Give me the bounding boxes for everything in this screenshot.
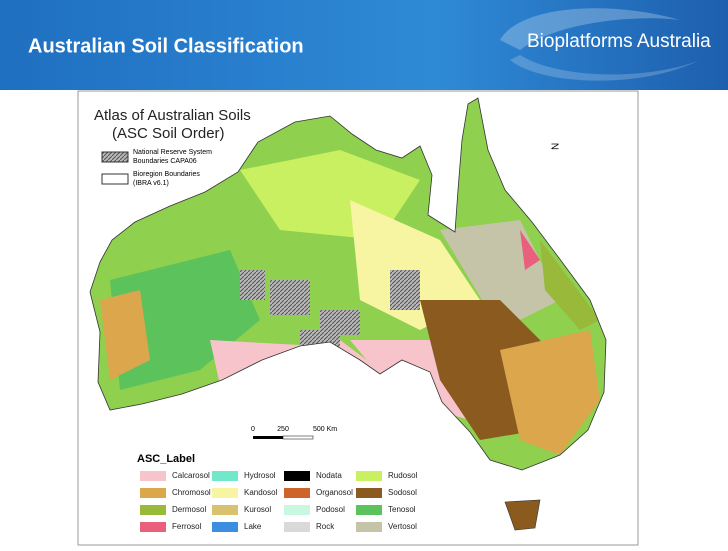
legend-label: Tenosol — [388, 505, 416, 514]
legend-swatch — [140, 505, 166, 515]
legend-swatch — [140, 522, 166, 532]
logo-text: Bioplatforms Australia — [527, 31, 711, 52]
overlay-legend-text: Boundaries CAPA06 — [133, 158, 197, 165]
map-title: Atlas of Australian Soils — [94, 107, 251, 124]
legend-swatch — [356, 505, 382, 515]
legend-label: Podosol — [316, 505, 345, 514]
legend-swatch — [212, 522, 238, 532]
legend-swatch — [356, 522, 382, 532]
legend-label: Kandosol — [244, 488, 278, 497]
legend-title: ASC_Label — [137, 453, 195, 465]
north-arrow: N — [551, 143, 562, 150]
scale-bar — [253, 435, 314, 440]
legend-swatch — [284, 522, 310, 532]
legend-label: Dermosol — [172, 505, 206, 514]
legend-swatch — [140, 471, 166, 481]
legend-label: Rudosol — [388, 471, 418, 480]
legend-swatch — [140, 488, 166, 498]
legend-swatch — [284, 488, 310, 498]
scale-label: 250 — [277, 426, 289, 433]
legend-swatch — [356, 471, 382, 481]
scale-label: 500 Km — [313, 426, 337, 433]
bioregion-swatch — [101, 173, 129, 185]
legend-label: Rock — [316, 522, 335, 531]
legend-swatch — [212, 471, 238, 481]
overlay-legend-text: National Reserve System — [133, 149, 212, 156]
logo-swirl — [500, 8, 680, 50]
legend-label: Sodosol — [388, 488, 417, 497]
legend-swatch — [284, 471, 310, 481]
legend-label: Hydrosol — [244, 471, 276, 480]
scale-label: 0 — [251, 426, 255, 433]
reserve-swatch — [101, 151, 129, 163]
legend-label: Kurosol — [244, 505, 271, 514]
logo-swirl — [510, 55, 700, 81]
header-bar — [0, 0, 728, 90]
legend-label: Ferrosol — [172, 522, 202, 531]
map-title: (ASC Soil Order) — [112, 125, 225, 142]
legend-label: Nodata — [316, 471, 342, 480]
legend-swatch — [212, 505, 238, 515]
legend-swatch — [212, 488, 238, 498]
legend-label: Lake — [244, 522, 262, 531]
overlay-legend-text: (IBRA v6.1) — [133, 180, 169, 187]
legend-swatch — [284, 505, 310, 515]
slide-title: Australian Soil Classification — [28, 35, 304, 57]
legend-swatch — [356, 488, 382, 498]
legend-label: Calcarosol — [172, 471, 210, 480]
legend-label: Organosol — [316, 488, 353, 497]
legend-label: Vertosol — [388, 522, 417, 531]
overlay-legend-text: Bioregion Boundaries — [133, 171, 200, 178]
legend-label: Chromosol — [172, 488, 211, 497]
tasmania — [504, 499, 541, 531]
